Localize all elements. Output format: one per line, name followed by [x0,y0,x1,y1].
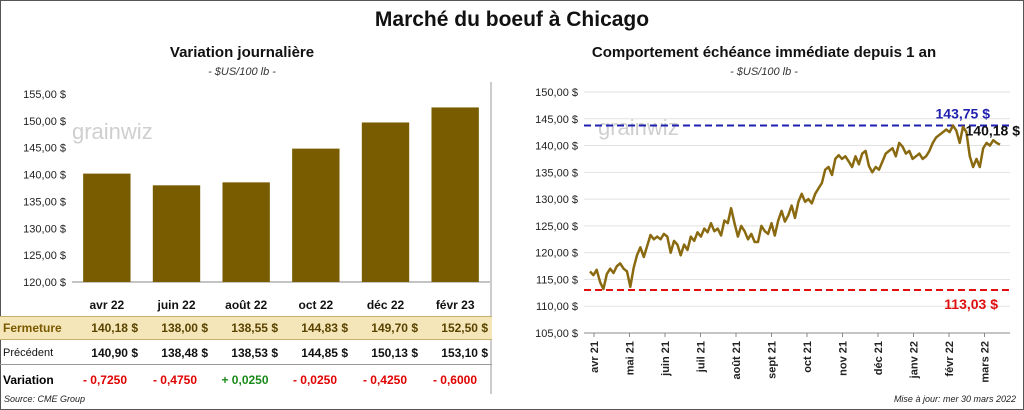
bar [292,148,340,282]
x-tick-label: avr 22 [89,298,124,312]
x-tick-label: févr 22 [944,341,956,376]
prev-cell: 153,10 $ [441,346,488,360]
close-cell: 140,18 $ [91,321,138,335]
last-value-label: 140,18 $ [966,123,1021,139]
left-chart-unit: - $US/100 lb - [208,66,276,78]
bar [431,107,479,282]
y-tick-label: 155,00 $ [23,89,66,101]
bar [361,122,410,283]
var-cell: - 0,0250 [292,373,338,387]
x-tick-label: août 22 [225,298,267,312]
close-label: Fermeture [3,321,62,335]
var-cell: - 0,7250 [82,373,128,387]
y-tick-label: 145,00 $ [23,143,66,155]
bar [152,185,201,282]
x-tick-label: mars 22 [980,341,992,383]
x-tick-label: déc 21 [873,341,885,375]
y-tick-label: 115,00 $ [536,274,578,286]
x-tick-label: déc 22 [367,298,405,312]
page-title: Marché du boeuf à Chicago [374,8,650,31]
x-tick-label: oct 22 [298,298,333,312]
table-row-close: Fermeture 140,18 $ 138,00 $ 138,55 $ 144… [0,316,492,340]
x-tick-label: févr 23 [436,298,475,312]
prev-cell: 140,90 $ [91,346,138,360]
source-note: Source: CME Group [4,394,86,404]
bar [83,173,131,282]
x-tick-label: juin 22 [156,298,195,312]
prev-cell: 138,53 $ [231,346,278,360]
close-cell: 149,70 $ [371,321,418,335]
y-tick-label: 120,00 $ [23,277,66,289]
update-note: Mise à jour: mer 30 mars 2022 [893,394,1016,404]
prev-cell: 138,48 $ [161,346,208,360]
prev-cell: 150,13 $ [371,346,418,360]
y-tick-label: 130,00 $ [23,223,66,235]
price-line [589,124,1001,291]
close-cell: 138,00 $ [161,321,208,335]
y-tick-label: 145,00 $ [535,114,578,126]
y-tick-label: 150,00 $ [23,116,66,128]
x-tick-label: août 21 [731,341,743,380]
close-cell: 152,50 $ [441,321,488,335]
close-cell: 144,83 $ [301,321,348,335]
y-tick-label: 120,00 $ [535,248,578,260]
y-tick-label: 110,00 $ [536,301,578,313]
x-tick-label: oct 21 [802,341,814,373]
var-cell: + 0,0250 [221,373,269,387]
x-tick-label: juil 21 [696,341,708,373]
y-tick-label: 130,00 $ [535,194,578,206]
y-tick-label: 140,00 $ [23,170,66,182]
y-tick-label: 125,00 $ [535,221,578,233]
prev-cell: 144,85 $ [301,346,348,360]
var-cell: - 0,4250 [362,373,408,387]
var-cell: - 0,4750 [152,373,198,387]
x-tick-label: mai 21 [625,341,637,375]
var-cell: - 0,6000 [432,373,478,387]
table-row-variation: Variation - 0,7250 - 0,4750 + 0,0250 - 0… [0,369,492,391]
x-tick-label: avr 21 [589,341,601,373]
x-tick-label: juin 21 [660,341,672,377]
y-tick-label: 135,00 $ [535,167,578,179]
x-tick-label: nov 21 [838,341,850,376]
x-tick-label: sept 21 [767,341,779,379]
x-tick-label: janv 22 [909,341,921,379]
min-value-label: 113,03 $ [944,296,998,312]
left-watermark: grainwiz [72,119,153,144]
y-tick-label: 135,00 $ [23,196,66,208]
bar [222,182,270,282]
prev-label: Précédent [3,347,54,359]
close-cell: 138,55 $ [231,321,278,335]
y-tick-label: 140,00 $ [535,141,578,153]
right-chart-unit: - $US/100 lb - [730,66,798,78]
left-chart-title: Variation journalière [169,44,315,61]
max-value-label: 143,75 $ [936,105,991,121]
y-tick-label: 105,00 $ [535,328,578,340]
y-tick-label: 150,00 $ [535,87,578,99]
var-label: Variation [3,373,54,387]
table-row-previous: Précédent 140,90 $ 138,48 $ 138,53 $ 144… [0,342,492,365]
y-tick-label: 125,00 $ [23,250,66,262]
right-chart-title: Comportement échéance immédiate depuis 1… [591,44,937,61]
